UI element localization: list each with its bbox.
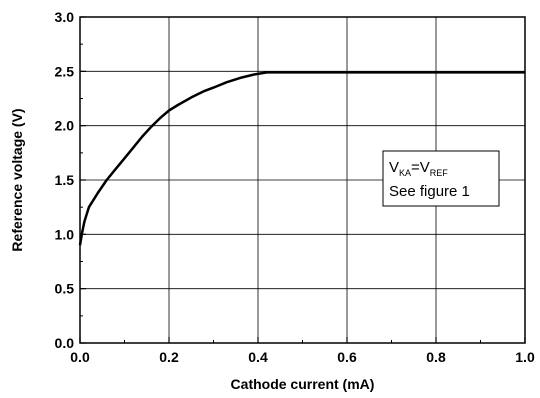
y-tick-label: 0.5 [55, 281, 75, 297]
data-point [435, 71, 437, 73]
data-point [123, 157, 125, 159]
data-point [266, 71, 268, 73]
x-tick-label: 1.0 [515, 349, 535, 365]
data-point [239, 77, 241, 79]
annotation-box: VKA=VREF See figure 1 [382, 150, 500, 207]
data-point [301, 71, 303, 73]
annotation-sub-ka: KA [399, 168, 411, 178]
data-point [226, 81, 228, 83]
data-point [479, 71, 481, 73]
data-point [177, 104, 179, 106]
annotation-line-2: See figure 1 [389, 183, 470, 200]
data-point [114, 168, 116, 170]
data-point [150, 126, 152, 128]
data-point [106, 179, 108, 181]
x-tick-label: 0.2 [159, 349, 179, 365]
data-point [97, 192, 99, 194]
data-point [252, 73, 254, 75]
data-point [390, 71, 392, 73]
y-tick-label: 3.0 [55, 9, 75, 25]
y-tick-label: 1.0 [55, 226, 75, 242]
annotation-frame [382, 150, 500, 207]
data-point [83, 220, 85, 222]
data-point [212, 86, 214, 88]
y-tick-label: 0.0 [55, 335, 75, 351]
y-tick-label: 2.5 [55, 63, 75, 79]
data-point [203, 90, 205, 92]
data-point [190, 96, 192, 98]
data-point [88, 206, 90, 208]
data-point [141, 135, 143, 137]
annotation-eq: =V [411, 159, 430, 176]
annotation-line-1: VKA=VREF [389, 159, 448, 178]
y-tick-label: 1.5 [55, 172, 75, 188]
data-point [79, 244, 81, 246]
data-point [524, 71, 526, 73]
series-line [78, 71, 525, 246]
y-tick-label: 2.0 [55, 118, 75, 134]
x-tick-labels: 0.0 0.2 0.4 0.6 0.8 1.0 [70, 349, 535, 365]
data-point [346, 71, 348, 73]
x-axis-title: Cathode current (mA) [231, 376, 375, 392]
axis-ticks [79, 16, 526, 344]
x-tick-label: 0.4 [248, 349, 268, 365]
annotation-sub-ref: REF [430, 168, 449, 178]
x-tick-label: 0.6 [337, 349, 357, 365]
y-axis-title: Reference voltage (V) [9, 108, 25, 251]
data-point [132, 146, 134, 148]
y-tick-labels: 0.0 0.5 1.0 1.5 2.0 2.5 3.0 [55, 9, 75, 351]
data-point [159, 117, 161, 119]
x-tick-label: 0.0 [70, 349, 90, 365]
data-point [279, 71, 281, 73]
x-tick-label: 0.8 [426, 349, 446, 365]
data-point [81, 231, 83, 233]
data-point [168, 109, 170, 111]
annotation-v: V [389, 159, 399, 176]
